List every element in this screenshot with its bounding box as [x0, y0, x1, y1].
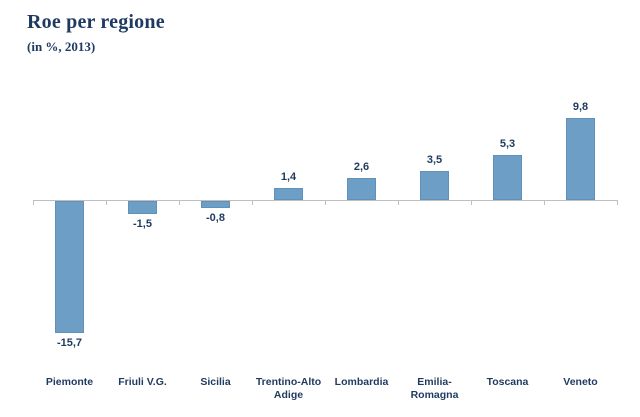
value-label: 3,5	[426, 154, 443, 166]
category-label-line: Sicilia	[200, 376, 231, 388]
category-label: Emilia- Romagna	[398, 376, 471, 402]
axis-tick	[179, 200, 180, 205]
bar-toscana	[493, 155, 522, 200]
bar-sicilia	[201, 201, 230, 208]
chart-title: Roe per regione	[27, 11, 165, 33]
axis-tick	[33, 200, 34, 205]
value-label: 2,6	[353, 161, 370, 173]
chart-subtitle: (in %, 2013)	[27, 39, 96, 54]
value-label: 9,8	[572, 101, 589, 113]
value-label: 1,4	[280, 171, 297, 183]
bar-veneto	[566, 118, 595, 200]
category-label-line: Friuli V.G.	[118, 376, 167, 388]
value-label: -15,7	[56, 337, 83, 349]
category-label-line: Emilia-	[417, 376, 452, 388]
axis-tick	[398, 200, 399, 205]
category-label: Lombardia	[325, 376, 398, 389]
bar-friuli-v-g-	[128, 201, 157, 214]
category-label: Toscana	[471, 376, 544, 389]
axis-tick	[471, 200, 472, 205]
value-label: -0,8	[206, 212, 225, 224]
category-label-line: Veneto	[563, 376, 598, 388]
category-label-line: Adige	[273, 389, 304, 401]
axis-tick	[544, 200, 545, 205]
category-label: Sicilia	[179, 376, 252, 389]
bar-emilia-romagna	[420, 171, 449, 200]
axis-tick	[617, 200, 618, 205]
category-label: Piemonte	[33, 376, 106, 389]
bar-lombardia	[347, 178, 376, 200]
axis-tick	[106, 200, 107, 205]
category-label-line: Lombardia	[334, 376, 389, 388]
bar-trentino-alto-adige	[274, 188, 303, 200]
category-label: Trentino-Alto Adige	[252, 376, 325, 402]
category-label: Veneto	[544, 376, 617, 389]
axis-tick	[252, 200, 253, 205]
category-label: Friuli V.G.	[106, 376, 179, 389]
category-label-line: Romagna	[410, 389, 459, 401]
bar-piemonte	[55, 201, 84, 333]
axis-tick	[325, 200, 326, 205]
category-label-line: Piemonte	[45, 376, 94, 388]
value-label: 5,3	[499, 138, 516, 150]
category-label-line: Trentino-Alto	[255, 376, 322, 388]
category-label-line: Toscana	[486, 376, 529, 388]
value-label: -1,5	[133, 218, 152, 230]
